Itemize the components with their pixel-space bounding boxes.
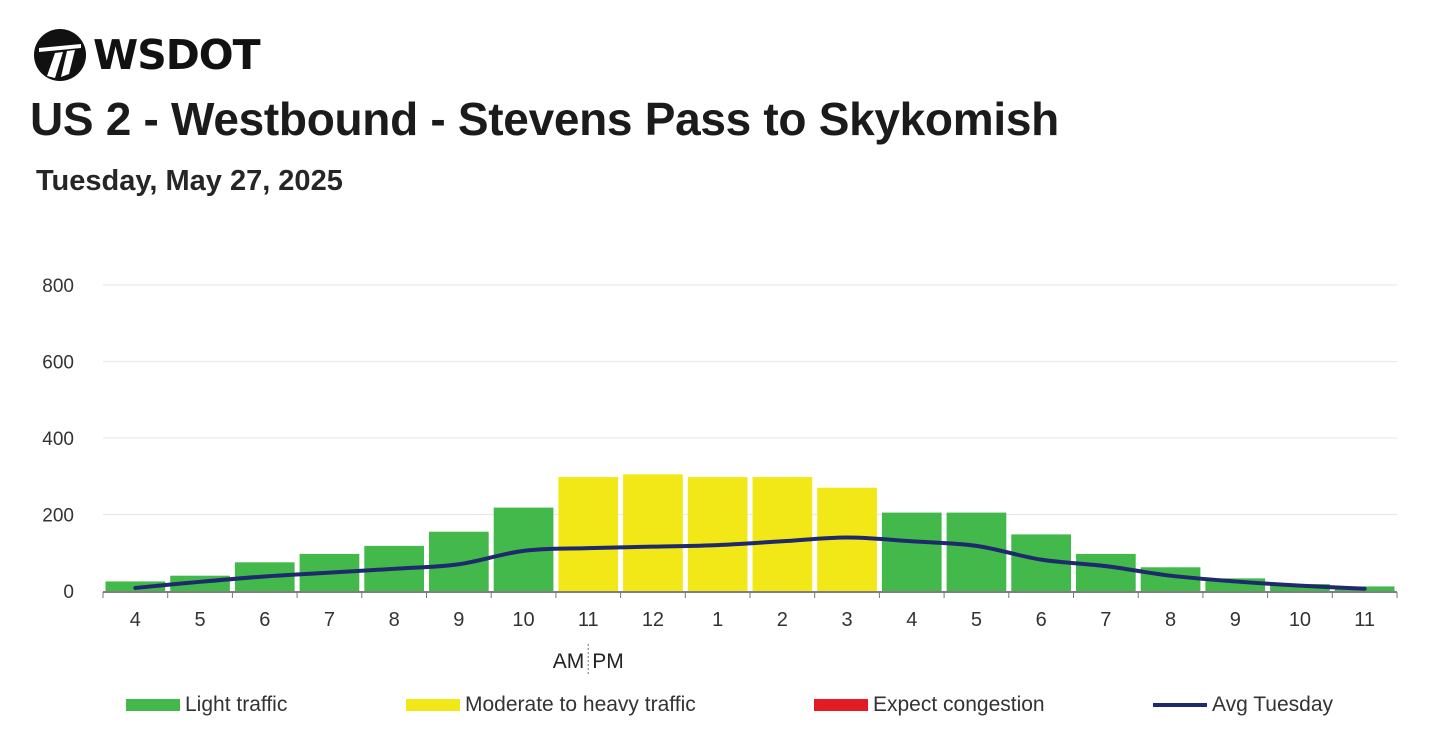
x-axis <box>102 591 1398 598</box>
grid-lines <box>103 284 1397 516</box>
pm-label: PM <box>592 650 624 673</box>
x-tick-label: 11 <box>578 609 599 631</box>
x-tick-label: 11 <box>1354 609 1375 631</box>
x-tick-label: 8 <box>1165 609 1176 631</box>
x-tick-label: 1 <box>712 609 723 631</box>
y-axis-ticks: 0 200 400 600 800 <box>42 276 74 603</box>
x-tick-label: 10 <box>1289 609 1311 631</box>
y-tick-label: 800 <box>42 276 74 297</box>
avg-line <box>133 535 1367 591</box>
bar <box>946 512 1007 591</box>
legend-label-avg: Avg Tuesday <box>1212 693 1334 716</box>
bar <box>881 512 942 591</box>
x-tick-label: 3 <box>841 609 852 631</box>
bar <box>687 477 748 591</box>
wsdot-logo-icon <box>34 29 86 81</box>
legend-label-congestion: Expect congestion <box>873 693 1045 716</box>
legend-label-moderate: Moderate to heavy traffic <box>465 693 696 716</box>
am-label: AM <box>553 650 585 673</box>
chart-title: US 2 - Westbound - Stevens Pass to Skyko… <box>30 93 1059 145</box>
wsdot-logo-text: WSDOT <box>93 30 261 79</box>
avg-tuesday-line <box>133 535 1367 591</box>
wsdot-logo: WSDOT <box>33 28 261 82</box>
x-tick-label: 6 <box>259 609 270 631</box>
x-tick-label: 7 <box>1100 609 1111 631</box>
y-tick-label: 0 <box>63 582 74 603</box>
y-tick-label: 400 <box>42 429 74 450</box>
x-tick-label: 4 <box>906 609 917 631</box>
bar <box>1076 553 1136 591</box>
bars <box>105 474 1395 591</box>
x-axis-ticks: 4 5 6 7 8 9 10 11 12 1 2 3 4 5 6 7 8 9 10 11 <box>130 609 1375 631</box>
x-tick-label: 5 <box>194 609 205 631</box>
x-tick-label: 4 <box>130 609 141 631</box>
chart-subtitle: Tuesday, May 27, 2025 <box>36 165 343 197</box>
bar <box>623 474 683 591</box>
x-tick-label: 12 <box>642 609 664 631</box>
x-tick-label: 10 <box>512 609 534 631</box>
x-tick-label: 9 <box>1230 609 1241 631</box>
x-tick-label: 6 <box>1036 609 1047 631</box>
bar <box>752 477 813 591</box>
x-tick-label: 7 <box>324 609 335 631</box>
legend-swatch-moderate <box>406 699 460 711</box>
am-pm-divider: AM PM <box>553 644 624 674</box>
x-tick-label: 9 <box>453 609 464 631</box>
legend-swatch-congestion <box>814 699 868 711</box>
legend: Light traffic Moderate to heavy traffic Ex… <box>126 693 1334 716</box>
y-tick-label: 600 <box>42 353 74 374</box>
legend-label-light: Light traffic <box>185 693 287 716</box>
legend-swatch-light <box>126 699 180 711</box>
bar <box>558 477 619 591</box>
x-tick-label: 8 <box>389 609 400 631</box>
x-tick-label: 5 <box>971 609 982 631</box>
x-tick-label: 2 <box>777 609 788 631</box>
y-tick-label: 200 <box>42 506 74 527</box>
